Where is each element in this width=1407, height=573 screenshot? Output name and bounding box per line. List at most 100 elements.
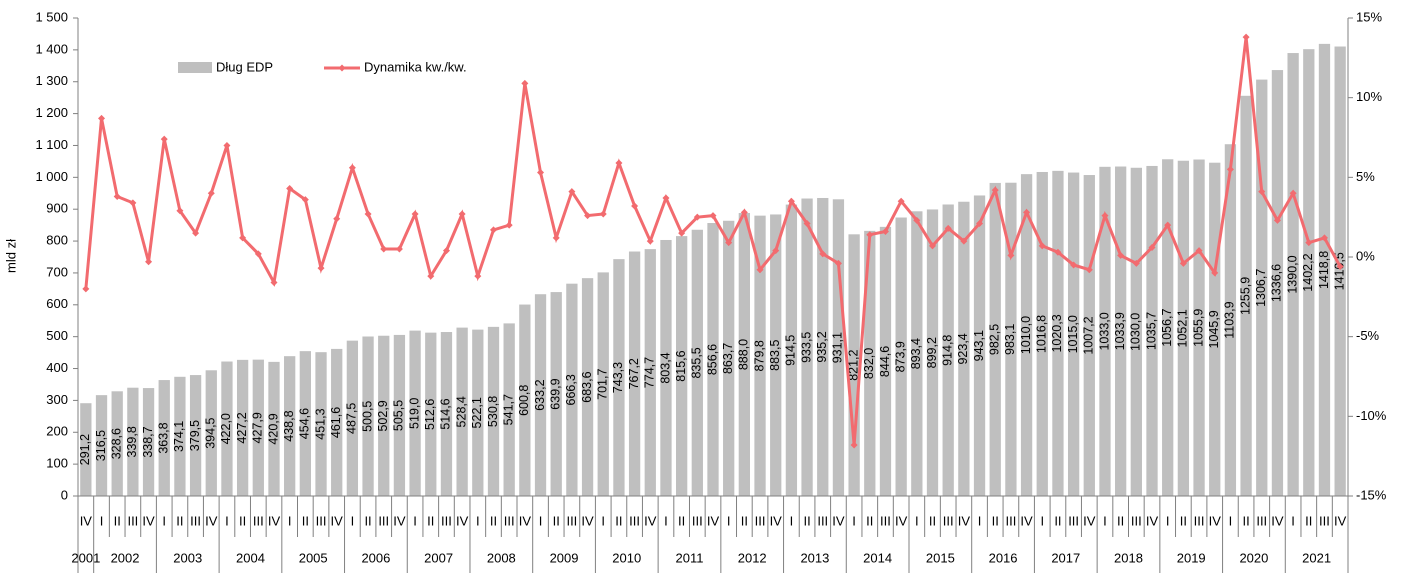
- x-tick-label: II: [1242, 513, 1249, 528]
- line-marker: [1164, 221, 1172, 229]
- bar: [942, 204, 954, 496]
- x-tick-label: I: [413, 513, 417, 528]
- bar: [503, 323, 515, 496]
- bar: [362, 336, 374, 496]
- y-tick-label: 1 300: [35, 73, 68, 88]
- y2-tick-label: -10%: [1356, 408, 1387, 423]
- line-marker: [1305, 239, 1313, 247]
- bar: [597, 272, 609, 496]
- value-label: 338,7: [141, 426, 155, 457]
- bar: [707, 223, 719, 496]
- x-tick-label: IV: [1271, 513, 1284, 528]
- value-label: 931,1: [831, 332, 845, 363]
- x-tick-label: III: [1131, 513, 1142, 528]
- x-tick-label: I: [915, 513, 919, 528]
- bar: [644, 249, 656, 496]
- x-tick-label: III: [441, 513, 452, 528]
- y-tick-label: 1 400: [35, 41, 68, 56]
- x-tick-label: IV: [770, 513, 783, 528]
- bar: [770, 214, 782, 496]
- bar: [1193, 159, 1205, 496]
- value-label: 541,7: [501, 394, 515, 425]
- bar: [926, 209, 939, 496]
- x-tick-label: II: [929, 513, 936, 528]
- x-tick-label: IV: [644, 513, 657, 528]
- x-tick-label: IV: [205, 513, 218, 528]
- line-marker: [254, 250, 262, 258]
- x-tick-label: III: [817, 513, 828, 528]
- line-marker: [1336, 263, 1344, 271]
- x-tick-label: I: [351, 513, 355, 528]
- year-label: 2016: [989, 550, 1018, 565]
- bar: [1318, 43, 1331, 496]
- x-tick-label: II: [741, 513, 748, 528]
- x-tick-label: IV: [1020, 513, 1033, 528]
- bar: [785, 204, 798, 496]
- value-label: 394,5: [204, 417, 218, 448]
- bar: [675, 236, 688, 496]
- y-axis-title: mld zł: [3, 239, 18, 273]
- value-label: 883,5: [768, 340, 782, 371]
- value-label: 743,3: [611, 362, 625, 393]
- y-tick-label: 1 100: [35, 137, 68, 152]
- x-tick-label: III: [1005, 513, 1016, 528]
- line-marker: [129, 199, 137, 207]
- x-tick-label: III: [943, 513, 954, 528]
- line-marker: [301, 196, 309, 204]
- bar: [1005, 182, 1017, 496]
- bar: [346, 340, 359, 496]
- value-label: 438,8: [282, 410, 296, 441]
- line-marker: [725, 239, 733, 247]
- line-marker: [1179, 259, 1187, 267]
- x-tick-label: IV: [80, 513, 93, 528]
- bar: [879, 226, 892, 496]
- legend-label: Dynamika kw./kw.: [364, 59, 467, 74]
- bar: [1099, 166, 1111, 497]
- year-label: 2010: [612, 550, 641, 565]
- line-marker: [1132, 259, 1140, 267]
- x-tick-label: I: [225, 513, 229, 528]
- bar: [1115, 166, 1127, 497]
- bar: [895, 217, 907, 496]
- bar: [1224, 144, 1237, 496]
- line-marker: [207, 189, 215, 197]
- value-label: 528,4: [454, 396, 468, 427]
- line-marker: [442, 247, 450, 255]
- bar: [581, 278, 594, 496]
- line-marker: [866, 231, 874, 239]
- x-tick-label: IV: [832, 513, 845, 528]
- line-marker: [584, 212, 592, 220]
- bar: [1303, 49, 1315, 497]
- line-marker: [98, 114, 106, 122]
- x-tick-label: I: [1229, 513, 1233, 528]
- value-label: 1035,7: [1144, 312, 1158, 350]
- line-marker: [176, 207, 184, 215]
- x-tick-label: I: [790, 513, 794, 528]
- value-label: 633,2: [533, 379, 547, 410]
- x-tick-label: IV: [456, 513, 469, 528]
- bar: [1240, 95, 1252, 496]
- value-label: 701,7: [596, 369, 610, 400]
- year-label: 2006: [361, 550, 390, 565]
- value-label: 666,3: [564, 374, 578, 405]
- x-tick-label: II: [427, 513, 434, 528]
- line-marker: [239, 234, 247, 242]
- x-tick-label: II: [992, 513, 999, 528]
- year-label: 2013: [800, 550, 829, 565]
- line-marker: [1242, 33, 1250, 41]
- line-marker: [113, 192, 121, 200]
- value-label: 923,4: [956, 333, 970, 364]
- bar: [205, 370, 217, 496]
- bar: [425, 332, 437, 496]
- y-tick-label: 400: [46, 360, 68, 375]
- bar: [158, 380, 170, 496]
- value-label: 982,5: [988, 324, 1002, 355]
- x-tick-label: IV: [707, 513, 720, 528]
- bar: [1177, 160, 1190, 496]
- x-tick-label: II: [553, 513, 560, 528]
- bar: [1162, 159, 1174, 496]
- value-label: 1052,1: [1176, 309, 1190, 347]
- x-tick-label: III: [253, 513, 264, 528]
- line-marker: [1038, 242, 1046, 250]
- year-label: 2009: [550, 550, 579, 565]
